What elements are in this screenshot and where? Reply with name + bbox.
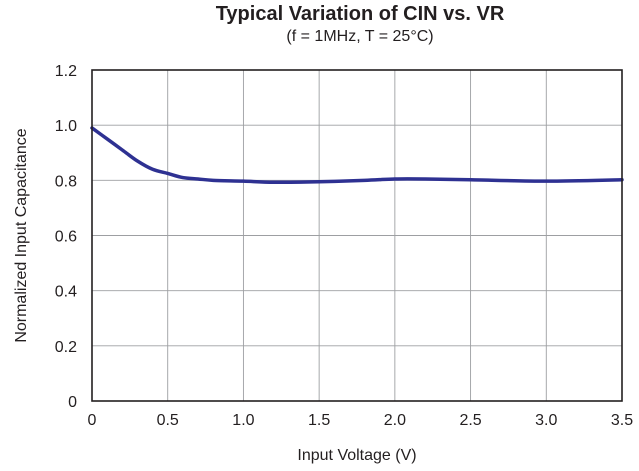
- x-tick-label: 3.0: [535, 412, 557, 429]
- x-tick-label: 2.5: [459, 412, 481, 429]
- y-tick-label: 0.6: [55, 229, 77, 246]
- x-axis-ticks: 0 0.5 1.0 1.5 2.0 2.5 3.0 3.5: [88, 412, 634, 429]
- x-tick-label: 0: [88, 412, 97, 429]
- plot-frame: [91, 69, 623, 402]
- y-tick-label: 0.8: [55, 173, 77, 190]
- y-tick-label: 0: [68, 394, 77, 411]
- y-axis-label: Normalized Input Capacitance: [13, 128, 30, 342]
- x-tick-label: 2.0: [384, 412, 406, 429]
- y-tick-label: 0.4: [55, 284, 77, 301]
- x-axis-label: Input Voltage (V): [297, 447, 416, 464]
- chart-subtitle: (f = 1MHz, T = 25°C): [286, 28, 434, 45]
- grid-lines: [92, 70, 622, 401]
- y-tick-label: 0.2: [55, 339, 77, 356]
- y-axis-ticks: 0 0.2 0.4 0.6 0.8 1.0 1.2: [55, 63, 77, 411]
- y-tick-label: 1.0: [55, 118, 77, 135]
- series-line: [90, 126, 624, 185]
- x-tick-label: 1.5: [308, 412, 330, 429]
- x-tick-label: 3.5: [611, 412, 633, 429]
- x-tick-label: 1.0: [232, 412, 254, 429]
- x-tick-label: 0.5: [157, 412, 179, 429]
- y-tick-label: 1.2: [55, 63, 77, 80]
- chart-title: Typical Variation of CIN vs. VR: [215, 3, 505, 25]
